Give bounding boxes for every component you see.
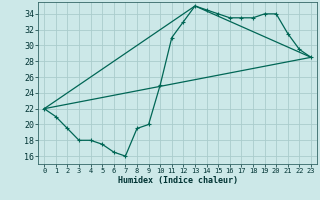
X-axis label: Humidex (Indice chaleur): Humidex (Indice chaleur)	[118, 176, 238, 185]
